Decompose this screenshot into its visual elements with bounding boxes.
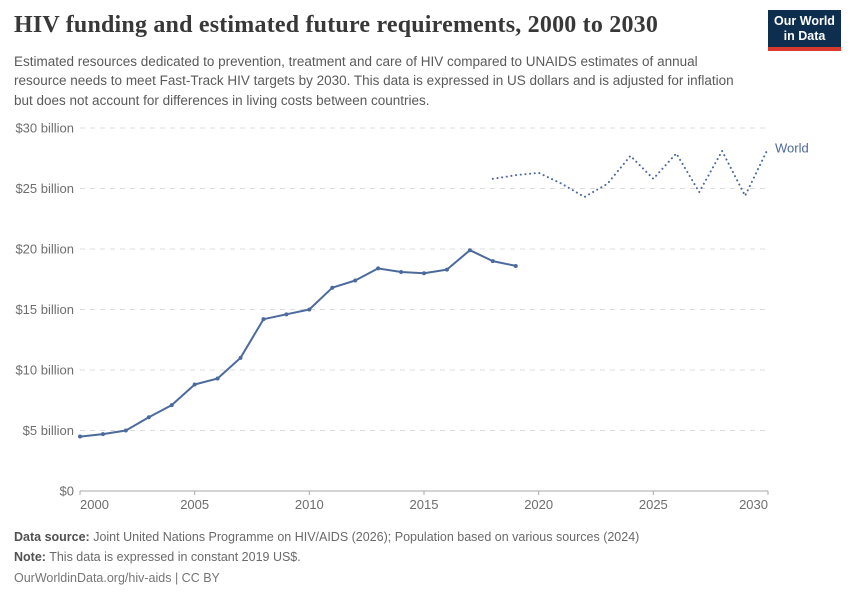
note-text: This data is expressed in constant 2019 … bbox=[45, 550, 301, 565]
license-line: OurWorldinData.org/hiv-aids | CC BY bbox=[14, 568, 834, 588]
chart-subtitle: Estimated resources dedicated to prevent… bbox=[14, 54, 734, 108]
data-point-marker bbox=[261, 317, 266, 322]
line-chart: $0 $5 billion $10 billion $15 billion $20 bi… bbox=[15, 121, 809, 513]
data-point-marker bbox=[399, 269, 404, 274]
owid-logo[interactable]: Our World in Data bbox=[768, 10, 841, 51]
chart-area: $0 $5 billion $10 billion $15 billion $20 bi… bbox=[0, 118, 850, 518]
data-point-marker bbox=[307, 307, 312, 312]
data-point-marker bbox=[123, 428, 128, 433]
data-point-marker bbox=[284, 312, 289, 317]
data-point-marker bbox=[215, 376, 220, 381]
x-tick-label: 2015 bbox=[410, 497, 439, 512]
data-source-text: Joint United Nations Programme on HIV/AI… bbox=[89, 530, 640, 544]
y-tick-label: $30 billion bbox=[15, 121, 74, 136]
data-source-label: Data source: bbox=[14, 530, 90, 544]
x-tick-label: 2005 bbox=[180, 497, 209, 512]
data-point-marker bbox=[330, 285, 335, 290]
data-point-marker bbox=[444, 267, 449, 272]
data-point-marker bbox=[192, 382, 197, 387]
y-tick-label: $10 billion bbox=[15, 363, 74, 378]
x-tick-label: 2020 bbox=[524, 497, 553, 512]
y-tick-label: $25 billion bbox=[15, 181, 74, 196]
note-label: Note: bbox=[14, 550, 46, 565]
data-point-marker bbox=[146, 415, 151, 420]
data-point-marker bbox=[513, 263, 518, 268]
data-point-marker bbox=[467, 248, 472, 253]
y-tick-label: $20 billion bbox=[15, 242, 74, 257]
series-entity-label: World bbox=[775, 141, 809, 156]
data-point-marker bbox=[353, 278, 358, 283]
x-tick-label: 2025 bbox=[639, 497, 668, 512]
funding-line bbox=[79, 249, 517, 438]
data-point-marker bbox=[422, 271, 426, 276]
x-tick-label: 2010 bbox=[295, 497, 324, 512]
license-link[interactable]: OurWorldinData.org/hiv-aids | CC BY bbox=[14, 570, 220, 585]
data-point-marker bbox=[376, 266, 381, 271]
data-point-marker bbox=[78, 434, 82, 439]
page-title: HIV funding and estimated future require… bbox=[14, 12, 659, 38]
y-tick-label: $5 billion bbox=[23, 423, 74, 438]
data-point-marker bbox=[490, 259, 495, 264]
owid-logo-line1: Our World bbox=[774, 13, 835, 28]
x-tick-label: 2000 bbox=[80, 497, 109, 512]
note-line: Note: This data is expressed in constant… bbox=[14, 547, 834, 567]
data-source-line: Data source: Joint United Nations Progra… bbox=[14, 527, 834, 547]
chart-footer: Data source: Joint United Nations Progra… bbox=[14, 527, 834, 588]
data-point-marker bbox=[238, 355, 243, 360]
y-tick-label: $0 bbox=[60, 484, 74, 499]
data-point-marker bbox=[169, 403, 174, 408]
y-tick-label: $15 billion bbox=[15, 302, 74, 317]
owid-logo-line2: in Data bbox=[783, 28, 826, 43]
data-point-marker bbox=[100, 432, 105, 437]
x-tick-label: 2030 bbox=[739, 497, 768, 512]
requirements-line bbox=[491, 147, 769, 198]
